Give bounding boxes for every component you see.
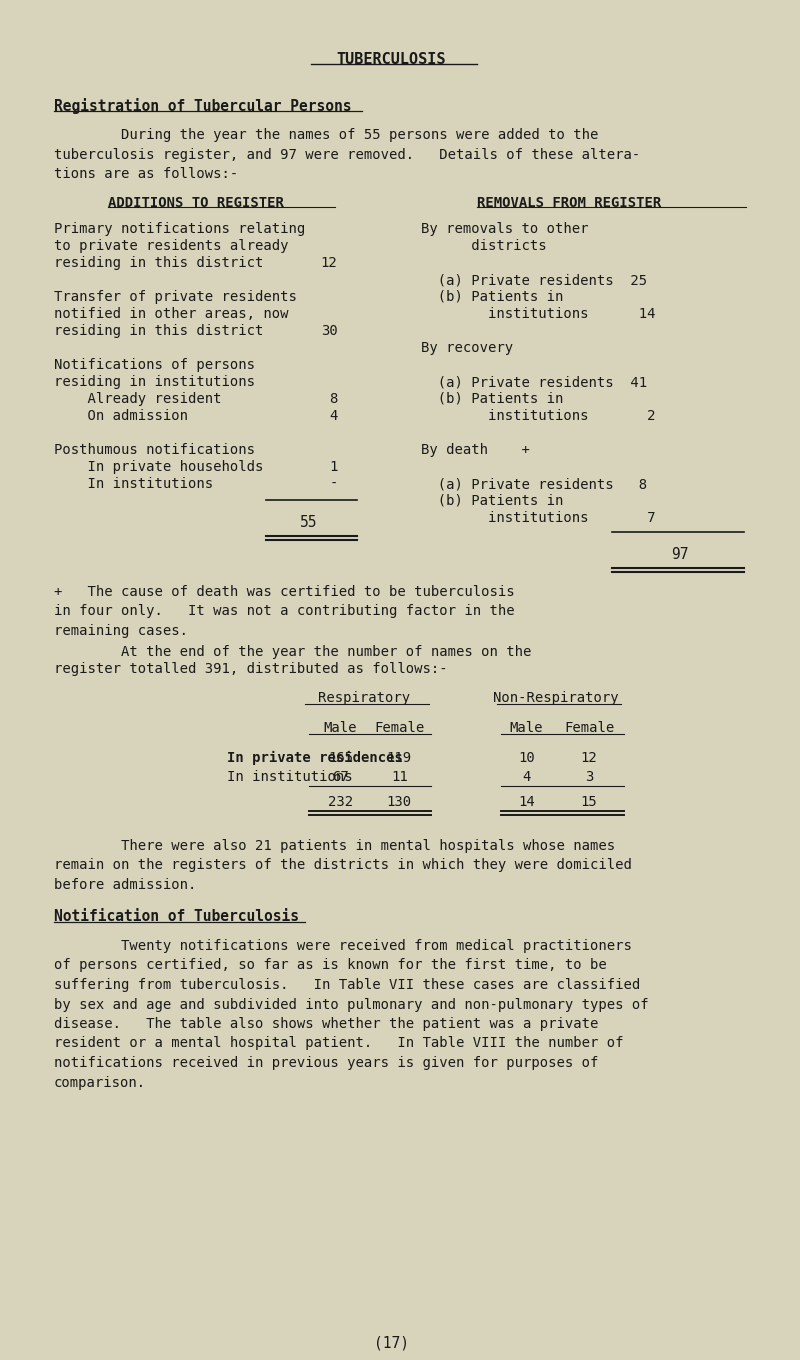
Text: 119: 119 [386,751,412,764]
Text: -: - [329,477,338,491]
Text: 4: 4 [329,409,338,423]
Text: (17): (17) [374,1336,409,1350]
Text: 8: 8 [329,392,338,407]
Text: institutions       7: institutions 7 [421,511,655,525]
Text: In private households: In private households [54,460,263,475]
Text: Registration of Tubercular Persons: Registration of Tubercular Persons [54,98,351,114]
Text: At the end of the year the number of names on the: At the end of the year the number of nam… [54,645,531,660]
Text: 130: 130 [386,796,412,809]
Text: 97: 97 [671,547,689,562]
Text: Male: Male [324,721,358,734]
Text: notified in other areas, now: notified in other areas, now [54,307,288,321]
Text: 1: 1 [329,460,338,475]
Text: 67: 67 [332,770,349,783]
Text: to private residents already: to private residents already [54,239,288,253]
Text: Non-Respiratory: Non-Respiratory [493,691,618,704]
Text: register totalled 391, distributed as follows:-: register totalled 391, distributed as fo… [54,662,447,676]
Text: residing in institutions: residing in institutions [54,375,255,389]
Text: (b) Patients in: (b) Patients in [421,392,563,407]
Text: Twenty notifications were received from medical practitioners
of persons certifi: Twenty notifications were received from … [54,938,649,1089]
Text: Male: Male [510,721,543,734]
Text: By removals to other: By removals to other [421,222,588,237]
Text: TUBERCULOSIS: TUBERCULOSIS [337,52,446,67]
Text: There were also 21 patients in mental hospitals whose names
remain on the regist: There were also 21 patients in mental ho… [54,839,632,892]
Text: On admission: On admission [54,409,188,423]
Text: 55: 55 [301,515,318,530]
Text: Notifications of persons: Notifications of persons [54,358,255,373]
Text: 15: 15 [581,796,598,809]
Text: (a) Private residents  25: (a) Private residents 25 [421,273,647,287]
Text: (a) Private residents  41: (a) Private residents 41 [421,375,647,389]
Text: 12: 12 [321,256,338,271]
Text: Respiratory: Respiratory [318,691,410,704]
Text: (a) Private residents   8: (a) Private residents 8 [421,477,647,491]
Text: 30: 30 [321,324,338,339]
Text: During the year the names of 55 persons were added to the
tuberculosis register,: During the year the names of 55 persons … [54,128,640,181]
Text: Notification of Tuberculosis: Notification of Tuberculosis [54,908,299,923]
Text: Female: Female [374,721,424,734]
Text: (b) Patients in: (b) Patients in [421,494,563,509]
Text: 11: 11 [391,770,407,783]
Text: 4: 4 [522,770,530,783]
Text: Posthumous notifications: Posthumous notifications [54,443,255,457]
Text: In institutions: In institutions [54,477,213,491]
Text: 3: 3 [585,770,594,783]
Text: +   The cause of death was certified to be tuberculosis
in four only.   It was n: + The cause of death was certified to be… [54,585,514,638]
Text: residing in this district: residing in this district [54,324,263,339]
Text: 165: 165 [328,751,353,764]
Text: Primary notifications relating: Primary notifications relating [54,222,305,237]
Text: By recovery: By recovery [421,341,513,355]
Text: By death    +: By death + [421,443,530,457]
Text: REMOVALS FROM REGISTER: REMOVALS FROM REGISTER [478,196,662,209]
Text: Transfer of private residents: Transfer of private residents [54,290,297,305]
Text: residing in this district: residing in this district [54,256,263,271]
Text: 10: 10 [518,751,534,764]
Text: districts: districts [421,239,546,253]
Text: institutions      14: institutions 14 [421,307,655,321]
Text: Already resident: Already resident [54,392,222,407]
Text: In private residences: In private residences [227,751,403,766]
Text: 232: 232 [328,796,353,809]
Text: institutions       2: institutions 2 [421,409,655,423]
Text: (b) Patients in: (b) Patients in [421,290,563,305]
Text: ADDITIONS TO REGISTER: ADDITIONS TO REGISTER [108,196,283,209]
Text: In institutions: In institutions [227,770,353,783]
Text: 14: 14 [518,796,534,809]
Text: 12: 12 [581,751,598,764]
Text: Female: Female [564,721,614,734]
